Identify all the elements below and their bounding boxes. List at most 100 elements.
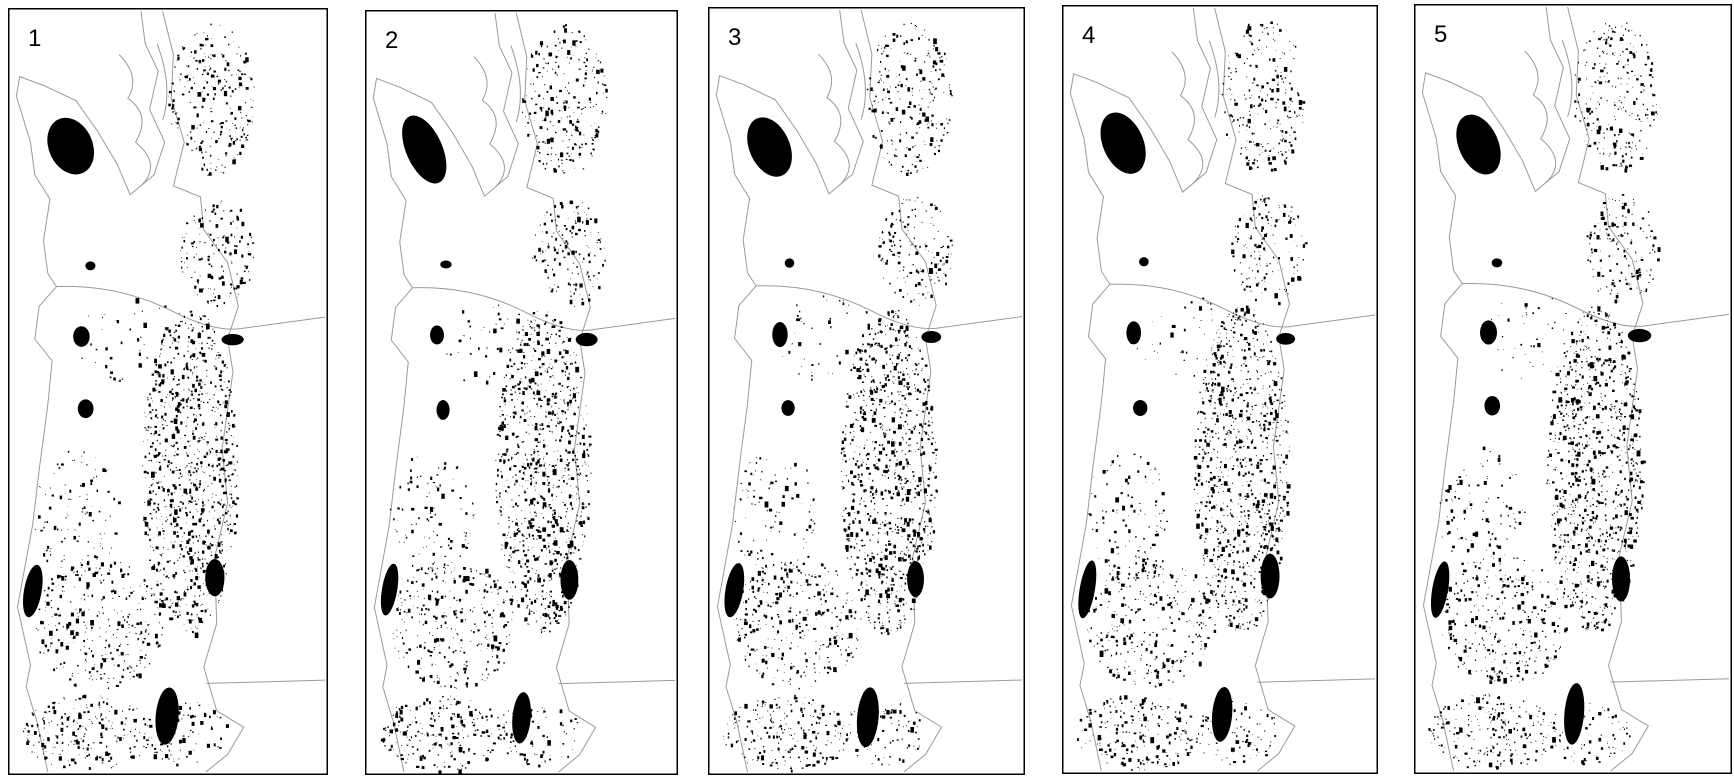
forest-speck [934,264,937,268]
forest-speck [74,740,76,742]
forest-speck [579,147,581,149]
forest-speck [137,638,138,640]
forest-speck [533,348,534,349]
forest-speck [915,245,917,247]
forest-speck [208,319,209,320]
forest-speck [53,747,54,748]
forest-speck [919,293,920,294]
forest-speck [492,656,493,657]
forest-speck [23,731,24,732]
forest-speck [505,600,506,601]
forest-speck [208,56,209,57]
forest-speck [236,245,238,247]
forest-speck [539,72,541,73]
forest-speck [45,758,46,760]
forest-speck [527,605,528,607]
forest-speck [560,553,562,555]
forest-speck [919,127,920,128]
forest-speck [573,96,576,98]
forest-speck [465,619,466,620]
forest-speck [524,706,525,707]
forest-speck [584,462,585,463]
forest-speck [166,425,167,426]
forest-speck [199,437,200,438]
forest-speck [185,579,186,580]
forest-speck [172,343,173,344]
forest-speck [129,708,131,710]
forest-speck [535,371,539,376]
forest-speck [589,294,590,296]
forest-speck [213,537,214,538]
forest-speck [541,384,542,385]
forest-speck [555,620,558,622]
forest-speck [598,239,600,241]
forest-speck [542,707,543,708]
forest-speck [207,301,209,303]
forest-speck [221,568,222,569]
forest-speck [229,70,230,72]
forest-speck [205,433,206,434]
forest-speck [175,526,176,527]
forest-speck [399,486,401,489]
forest-speck [423,547,424,548]
forest-speck [524,729,527,732]
forest-speck [427,732,428,734]
forest-speck [436,601,437,602]
forest-speck [930,203,933,206]
forest-speck [570,528,571,529]
forest-speck [533,342,534,343]
forest-speck [875,100,876,101]
forest-speck [229,394,231,396]
forest-speck [576,266,577,268]
forest-speck [180,79,181,80]
forest-speck [395,596,396,597]
forest-speck [900,625,901,626]
forest-speck [554,359,557,362]
forest-speck [195,626,196,627]
forest-speck [583,168,584,169]
forest-speck [570,296,571,298]
forest-speck [187,612,189,615]
forest-speck [194,523,197,526]
forest-speck [583,443,585,446]
forest-speck [568,409,569,410]
forest-speck [181,257,182,258]
forest-speck [149,529,151,531]
forest-speck [77,665,79,667]
forest-speck [530,389,531,390]
forest-speck [219,404,221,405]
forest-speck [916,548,918,550]
forest-speck [191,613,193,615]
forest-speck [551,110,554,114]
forest-speck [158,364,162,368]
forest-speck [517,444,518,446]
forest-speck [113,498,115,501]
forest-speck [161,555,162,556]
forest-speck [163,419,164,420]
forest-speck [541,549,543,551]
forest-speck [111,548,112,549]
forest-speck [943,273,944,274]
forest-speck [887,140,888,141]
forest-speck [167,561,169,563]
forest-speck [170,362,172,364]
forest-speck [542,590,544,592]
forest-speck [884,158,885,159]
forest-speck [144,658,146,659]
forest-speck [190,559,194,564]
forest-speck [450,547,453,549]
forest-speck [922,202,923,203]
forest-speck [151,738,152,739]
forest-speck [905,282,906,283]
forest-speck [95,716,96,717]
forest-speck [64,713,66,715]
forest-speck [165,327,169,330]
forest-speck [159,467,161,470]
forest-speck [517,369,518,370]
forest-speck [564,73,565,74]
forest-speck [107,658,108,659]
forest-speck [415,717,416,718]
forest-speck [86,705,87,706]
forest-speck [553,273,555,276]
forest-speck [73,637,75,639]
